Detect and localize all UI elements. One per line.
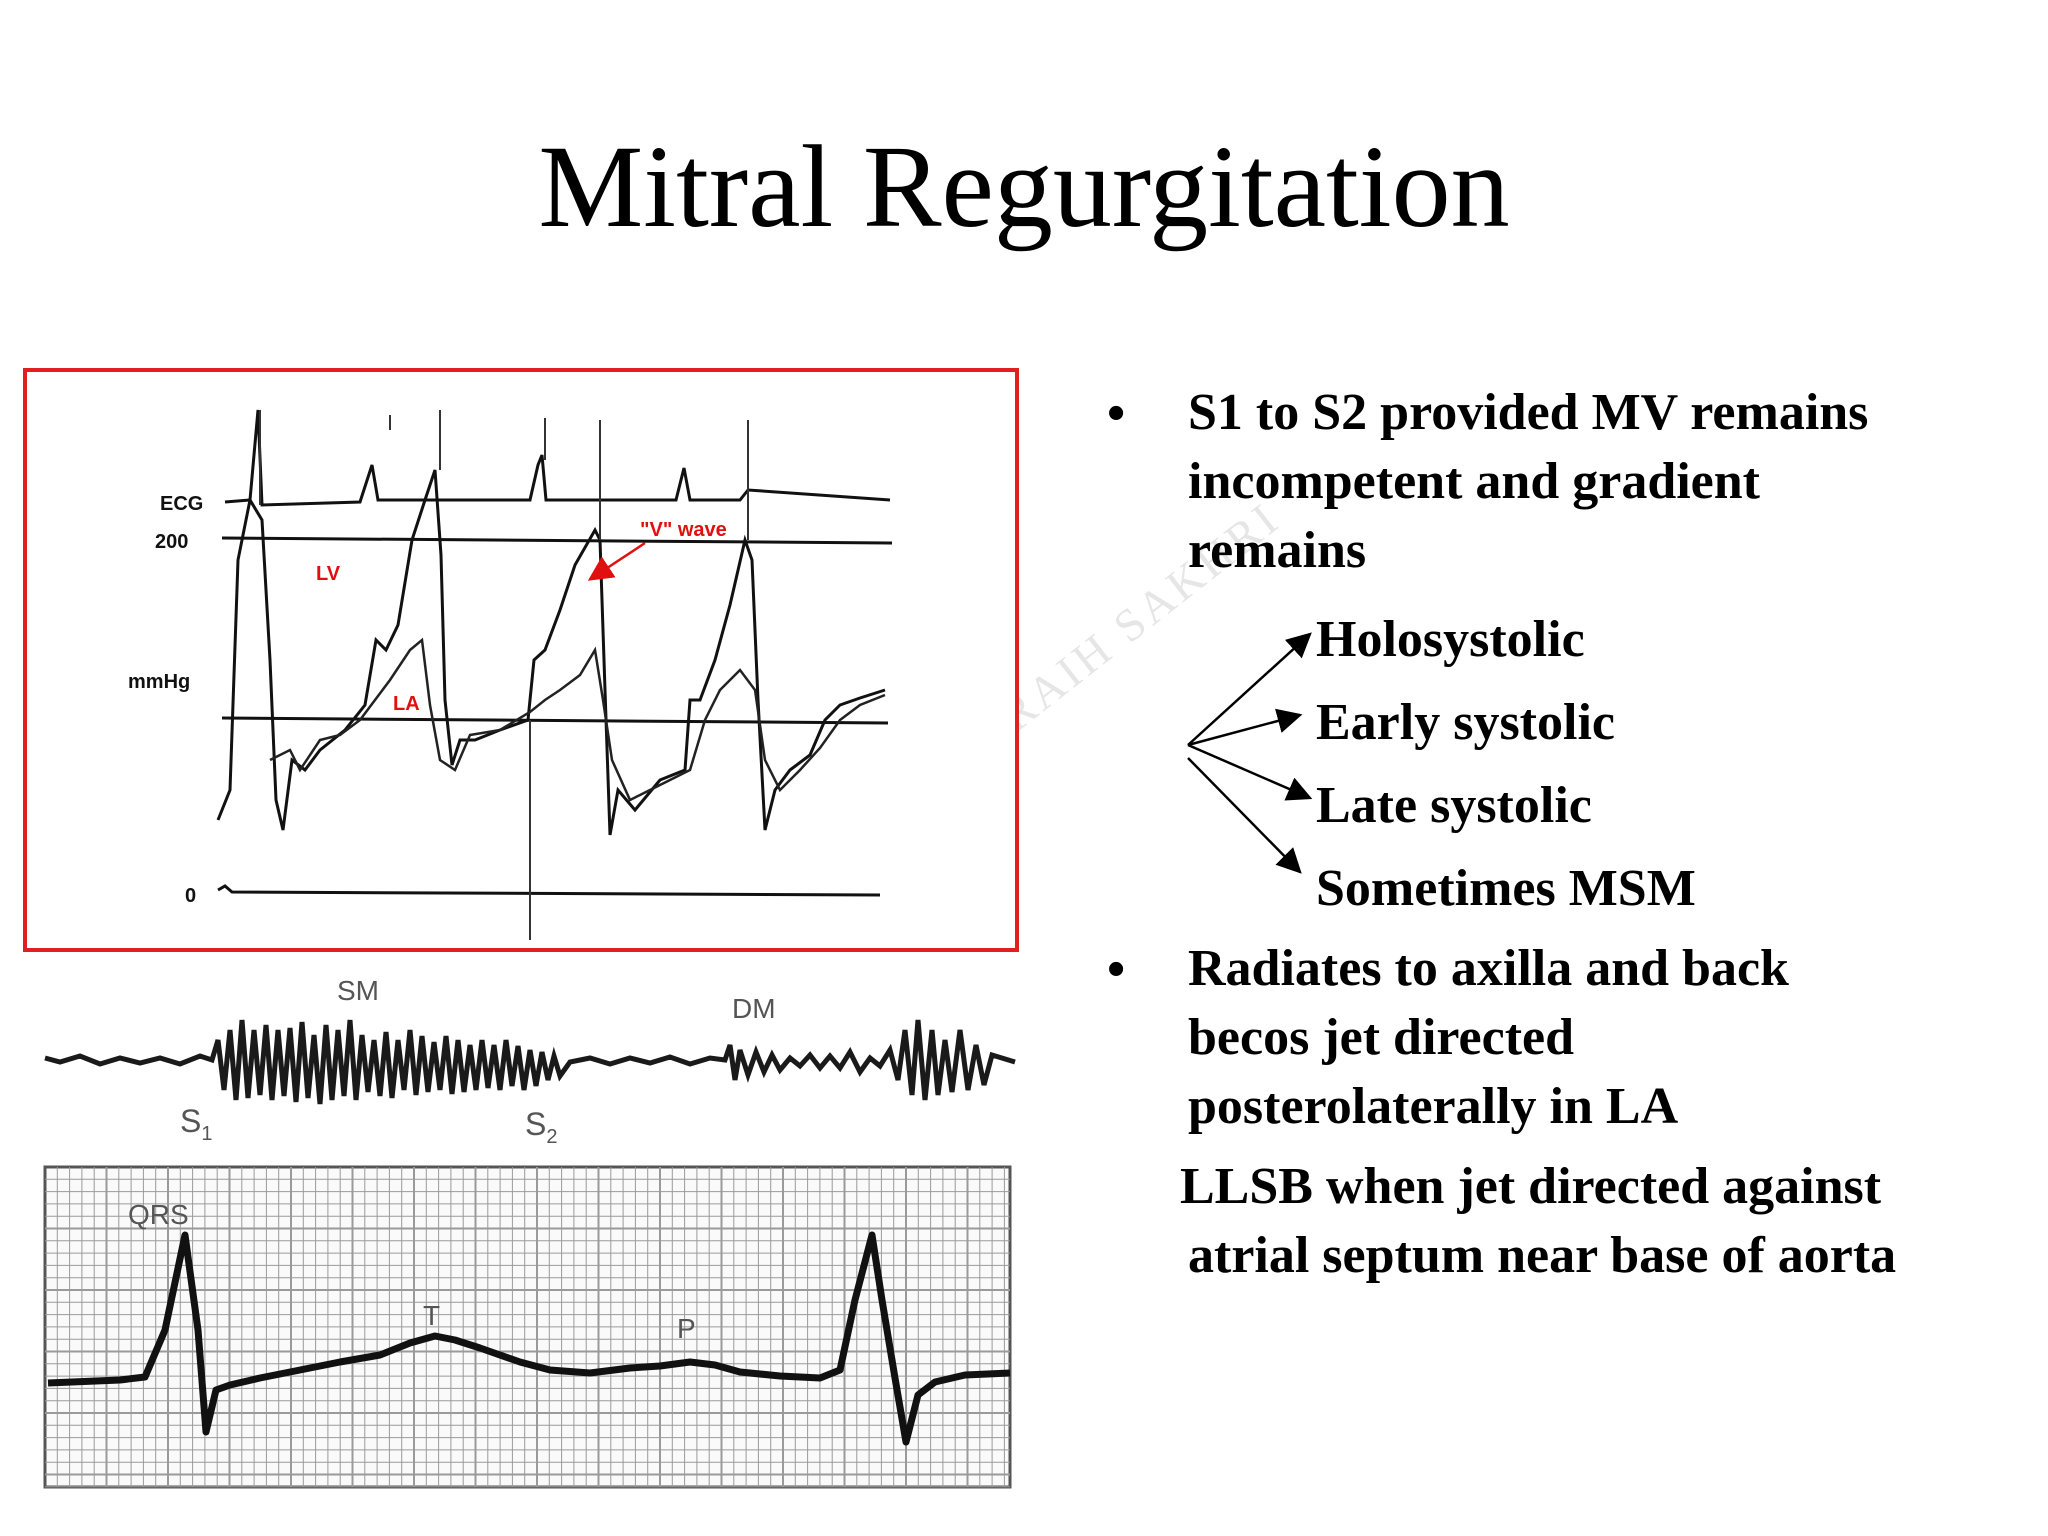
zero-label: 0 bbox=[185, 885, 196, 907]
bullet-1-marker: • bbox=[1107, 385, 1126, 442]
bullet-2-text: Radiates to axilla and back becos jet di… bbox=[1188, 934, 1789, 1141]
sub-item-msm: Sometimes MSM bbox=[1316, 860, 1696, 917]
sub-item-arrows bbox=[1187, 632, 1313, 874]
bullet-1-line: incompetent and gradient bbox=[1188, 453, 1760, 510]
ecg-grid bbox=[43, 1165, 1012, 1489]
pressure-tracing-frame bbox=[23, 368, 1019, 952]
bullet-2-line: becos jet directed bbox=[1188, 1009, 1575, 1066]
pressure-labels: ECG 200 mmHg 0 LV LA "V" wave bbox=[128, 493, 727, 907]
bullet-1-line: S1 to S2 provided MV remains bbox=[1188, 384, 1869, 441]
pressure-200-label: 200 bbox=[155, 531, 188, 553]
v-wave-label: "V" wave bbox=[640, 519, 727, 541]
bullet-2-line: Radiates to axilla and back bbox=[1188, 940, 1789, 997]
bullet-2-marker: • bbox=[1107, 941, 1126, 998]
t-label: T bbox=[423, 1300, 440, 1331]
ecg-grid-waveform bbox=[47, 1231, 1011, 1446]
timing-lines bbox=[259, 410, 749, 940]
la-label: LA bbox=[393, 693, 420, 715]
murmur-timing-list: Holosystolic Early systolic Late systoli… bbox=[1316, 598, 1696, 930]
ecg-wave-labels: QRS T P bbox=[128, 1199, 696, 1344]
phonocardiogram-trace bbox=[44, 1019, 1016, 1105]
bullet-1-text: S1 to S2 provided MV remains incompetent… bbox=[1188, 378, 1868, 585]
bullet-2-line: posterolaterally in LA bbox=[1188, 1078, 1679, 1135]
s1-label: S1 bbox=[180, 1103, 212, 1145]
bullet-1-line: remains bbox=[1188, 522, 1367, 579]
llsb-line: atrial septum near base of aorta bbox=[1188, 1227, 1897, 1284]
sub-item-holosystolic: Holosystolic bbox=[1316, 611, 1585, 668]
llsb-note: LLSB when jet directed against atrial se… bbox=[1180, 1152, 1896, 1290]
pressure-baselines bbox=[217, 536, 893, 897]
sub-item-early-systolic: Early systolic bbox=[1316, 694, 1615, 751]
sub-item-late-systolic: Late systolic bbox=[1316, 777, 1592, 834]
lv-label: LV bbox=[316, 563, 341, 585]
mmhg-label: mmHg bbox=[128, 671, 190, 693]
sm-label: SM bbox=[337, 975, 379, 1006]
llsb-line: LLSB when jet directed against bbox=[1180, 1158, 1882, 1215]
v-wave-arrow bbox=[587, 541, 646, 581]
slide-title: Mitral Regurgitation bbox=[538, 121, 1510, 252]
dm-label: DM bbox=[732, 993, 776, 1024]
lv-pressure-trace bbox=[216, 469, 886, 836]
pcg-labels: SM DM S1 S2 bbox=[180, 975, 776, 1148]
p-label: P bbox=[677, 1313, 696, 1344]
ecg-label: ECG bbox=[160, 493, 203, 515]
s2-label: S2 bbox=[525, 1106, 557, 1148]
qrs-label: QRS bbox=[128, 1199, 189, 1230]
la-pressure-trace bbox=[269, 637, 886, 802]
